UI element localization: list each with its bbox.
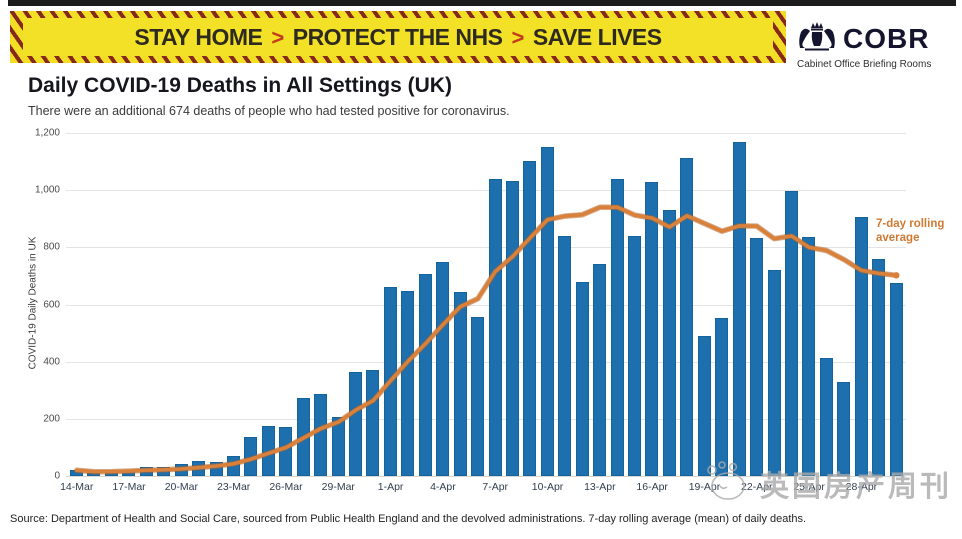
x-tick-label: 13-Apr <box>584 481 616 493</box>
y-tick-label: 200 <box>43 413 60 425</box>
bar <box>436 261 450 476</box>
gridline <box>66 247 906 249</box>
hazard-banner: STAY HOME > PROTECT THE NHS > SAVE LIVES <box>10 11 786 63</box>
bar <box>872 258 886 476</box>
gridline <box>66 133 906 134</box>
banner-segment-save-lives: SAVE LIVES <box>532 23 662 50</box>
cobr-subtitle: Cabinet Office Briefing Rooms <box>797 59 932 70</box>
x-tick-label: 22-Apr <box>741 481 773 493</box>
bar <box>750 237 764 476</box>
x-tick-label: 16-Apr <box>636 481 668 493</box>
bar <box>87 473 101 476</box>
bar <box>610 178 624 476</box>
banner-slogan: STAY HOME > PROTECT THE NHS > SAVE LIVES <box>134 23 662 51</box>
bar <box>401 290 415 476</box>
bar <box>593 264 607 476</box>
x-tick-label: 26-Mar <box>269 481 303 493</box>
bar <box>784 190 798 476</box>
y-tick-label: 600 <box>43 299 60 310</box>
top-border-strip <box>8 0 956 6</box>
bar <box>261 425 275 476</box>
watermark-text: 英国房产周刊 <box>760 470 953 503</box>
bar <box>680 157 694 476</box>
royal-coat-of-arms-icon <box>797 20 837 57</box>
bar <box>174 464 188 476</box>
cobr-wordmark: COBR <box>843 22 930 54</box>
x-axis-line <box>66 476 906 477</box>
cobr-logo: COBR Cabinet Office Briefing Rooms <box>797 20 947 70</box>
bar <box>732 141 746 476</box>
bar <box>715 317 729 476</box>
gridline <box>66 190 906 192</box>
x-tick-label: 4-Apr <box>430 481 456 493</box>
bar <box>383 286 397 476</box>
bar <box>226 455 240 476</box>
bar <box>854 217 868 476</box>
bar <box>802 237 816 476</box>
bar <box>540 147 554 476</box>
x-tick-label: 10-Apr <box>531 481 564 493</box>
bar <box>662 209 676 476</box>
bar <box>209 461 223 476</box>
bar <box>122 469 136 476</box>
page-title: Daily COVID-19 Deaths in All Settings (U… <box>28 74 452 97</box>
bar <box>139 466 153 476</box>
y-tick-label: 400 <box>43 356 60 368</box>
bar <box>70 470 84 476</box>
bar <box>331 417 345 476</box>
bar <box>418 274 432 476</box>
bar <box>279 426 293 476</box>
x-tick-label: 17-Mar <box>112 481 146 493</box>
page-subtitle: There were an additional 674 deaths of p… <box>28 104 510 118</box>
bar <box>488 179 502 476</box>
bar <box>767 270 781 476</box>
bar <box>645 181 659 476</box>
y-tick-label: 800 <box>43 241 60 253</box>
bar <box>366 369 380 476</box>
bar <box>192 460 206 476</box>
banner-segment-protect-nhs: PROTECT THE NHS <box>292 23 503 50</box>
bar <box>523 160 537 476</box>
bar <box>471 316 485 476</box>
x-tick-label: 7-Apr <box>482 481 509 493</box>
bar <box>296 397 310 476</box>
x-tick-label: 14-Mar <box>60 481 94 493</box>
x-tick-label: 23-Mar <box>217 481 251 493</box>
source-note: Source: Department of Health and Social … <box>10 513 807 525</box>
hazard-banner-inner: STAY HOME > PROTECT THE NHS > SAVE LIVES <box>23 18 773 56</box>
x-tick-label: 25-Apr <box>793 481 825 493</box>
bar <box>349 372 363 476</box>
bar <box>453 291 467 476</box>
bar <box>505 181 519 476</box>
y-tick-label: 1,200 <box>34 127 60 139</box>
bar <box>697 335 711 476</box>
x-tick-label: 29-Mar <box>321 481 355 493</box>
bar <box>244 436 258 476</box>
watermark: 英国房产周刊 <box>700 456 952 511</box>
bar <box>558 236 572 476</box>
bar <box>157 467 171 476</box>
bar <box>314 394 328 476</box>
x-tick-label: 20-Mar <box>164 481 198 493</box>
bar <box>889 283 903 476</box>
y-tick-label: 1,000 <box>34 184 60 196</box>
banner-segment-stay-home: STAY HOME <box>134 23 263 50</box>
y-tick-label: 0 <box>54 470 60 482</box>
watermark-mascot-icon <box>700 456 752 511</box>
bar <box>628 236 642 476</box>
rolling-average-label: 7-day rolling average <box>876 218 945 245</box>
x-tick-label: 28-Apr <box>845 481 878 493</box>
chevron-icon: > <box>271 24 284 50</box>
chevron-icon: > <box>511 24 524 50</box>
bar <box>104 471 118 476</box>
x-tick-label: 1-Apr <box>377 481 404 493</box>
bar <box>575 281 589 476</box>
